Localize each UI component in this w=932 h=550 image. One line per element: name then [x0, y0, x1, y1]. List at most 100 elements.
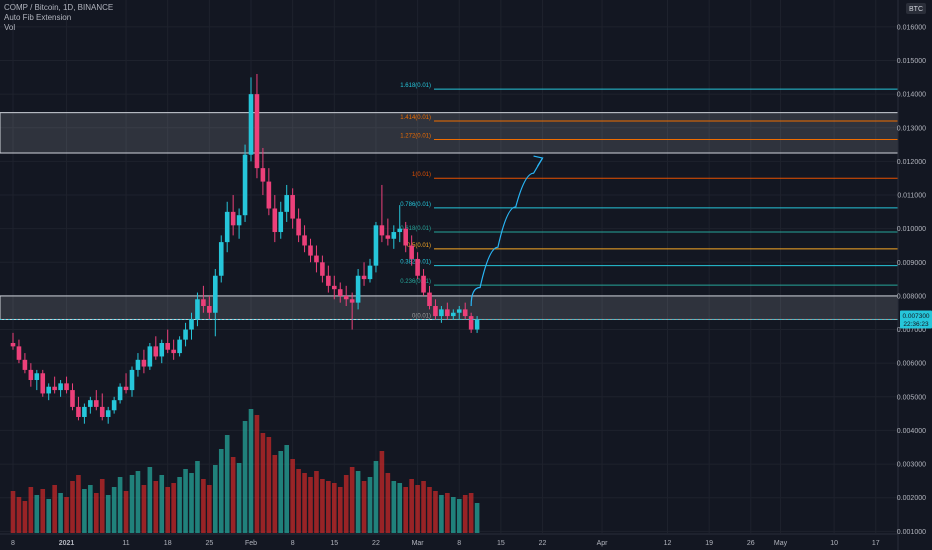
candle-body — [326, 275, 331, 286]
y-tick-label: 0.002000 — [897, 495, 926, 502]
volume-bar — [94, 493, 99, 533]
volume-bar — [82, 489, 87, 533]
x-tick-label: 26 — [747, 540, 755, 547]
candle-body — [474, 319, 480, 330]
volume-bar — [391, 481, 397, 533]
candle-body — [296, 218, 301, 236]
candle-body — [34, 373, 40, 380]
candle-body — [462, 309, 468, 317]
candle-body — [224, 211, 230, 243]
candle-body — [403, 228, 408, 246]
candle-body — [260, 168, 266, 182]
candle-body — [76, 406, 81, 417]
indicator-auto-fib[interactable]: Auto Fib Extension — [4, 13, 72, 22]
x-tick-label: 8 — [291, 540, 295, 547]
volume-bar — [171, 483, 176, 533]
candle-body — [343, 295, 349, 300]
volume-bar — [218, 449, 224, 533]
fib-level-label: 0.618(0.01) — [400, 226, 431, 232]
volume-bar — [224, 435, 230, 533]
y-tick-label: 0.003000 — [897, 462, 926, 469]
candle-body — [111, 400, 117, 411]
candle-body — [177, 339, 182, 354]
currency-badge-bg — [906, 3, 926, 14]
volume-bar — [153, 481, 159, 533]
volume-bar — [230, 457, 236, 533]
range-zone — [0, 112, 899, 154]
volume-bar — [46, 499, 51, 533]
y-tick-label: 0.009000 — [897, 260, 926, 267]
candle-body — [129, 369, 135, 391]
volume-bar — [40, 489, 46, 533]
fib-extension-levels: 1.618(0.01) 1.414(0.01) 1.272(0.01) 1(0.01)… — [400, 83, 898, 320]
volume-bar — [213, 465, 218, 533]
candle-body — [308, 245, 313, 256]
candle-body — [141, 359, 147, 367]
x-tick-label: 22 — [539, 540, 547, 547]
volume-bar — [296, 469, 301, 533]
candle-body — [451, 312, 456, 317]
candle-body — [332, 285, 337, 290]
volume-bar — [343, 475, 349, 533]
volume-bar — [290, 459, 295, 533]
x-tick-label: Feb — [245, 540, 257, 547]
fib-level-label: 1.272(0.01) — [400, 134, 431, 140]
volume-bar — [474, 503, 480, 533]
candle-body — [433, 306, 438, 317]
y-tick-label: 0.008000 — [897, 293, 926, 300]
volume-bar — [88, 485, 93, 533]
bar-countdown: 22:36:23 — [903, 321, 929, 328]
volume-bar — [135, 471, 141, 533]
y-tick-label: 0.001000 — [897, 529, 926, 536]
volume-bar — [302, 473, 307, 533]
last-price-marker: 0.007300 22:36:23 — [900, 310, 932, 329]
volume-bar — [64, 497, 69, 533]
time-axis[interactable]: 8 2021 11 18 25 Feb 8 15 22 Mar 8 15 22 Apr 12 19 26 May 1… — [0, 533, 898, 547]
x-tick-label: 19 — [705, 540, 713, 547]
candle-body — [373, 225, 379, 266]
price-axis[interactable]: 0.001000 0.002000 0.003000 0.004000 0.005000… — [897, 0, 932, 550]
candle-body — [22, 359, 28, 370]
candle-body — [207, 306, 212, 313]
indicator-volume[interactable]: Vol — [4, 23, 16, 32]
volume-bar — [111, 487, 117, 533]
volume-bars — [10, 409, 480, 533]
volume-bar — [28, 487, 34, 533]
candle-body — [367, 265, 373, 280]
x-tick-label: 17 — [872, 540, 880, 547]
volume-bar — [415, 485, 420, 533]
volume-bar — [34, 495, 40, 533]
volume-bar — [373, 461, 379, 533]
last-price-value: 0.007300 — [902, 313, 929, 320]
volume-bar — [468, 493, 474, 533]
candle-body — [254, 94, 260, 169]
y-tick-label: 0.006000 — [897, 361, 926, 368]
candle-body — [409, 245, 414, 259]
volume-bar — [129, 475, 135, 533]
candle-body — [349, 299, 355, 303]
x-tick-label: 25 — [205, 540, 213, 547]
volume-bar — [52, 485, 57, 533]
x-tick-label: 15 — [497, 540, 505, 547]
volume-bar — [141, 485, 147, 533]
x-tick-label: 11 — [122, 540, 129, 547]
currency-badge[interactable]: BTC — [906, 3, 926, 14]
volume-bar — [284, 445, 289, 533]
candle-body — [379, 225, 385, 236]
volume-bar — [201, 479, 206, 533]
candle-body — [415, 258, 420, 276]
volume-bar — [445, 493, 450, 533]
candle-body — [230, 211, 236, 226]
candle-body — [70, 390, 75, 407]
candle-body — [391, 232, 397, 239]
candle-body — [28, 369, 34, 380]
candle-body — [105, 410, 111, 417]
candle-body — [88, 400, 93, 407]
candle-body — [248, 94, 254, 155]
volume-bar — [379, 451, 385, 533]
volume-bar — [349, 467, 355, 533]
chart-legend: COMP / Bitcoin, 1D, BINANCE Auto Fib Ext… — [4, 3, 113, 33]
y-tick-label: 0.012000 — [897, 159, 926, 166]
symbol-title[interactable]: COMP / Bitcoin, 1D, BINANCE — [4, 3, 114, 12]
